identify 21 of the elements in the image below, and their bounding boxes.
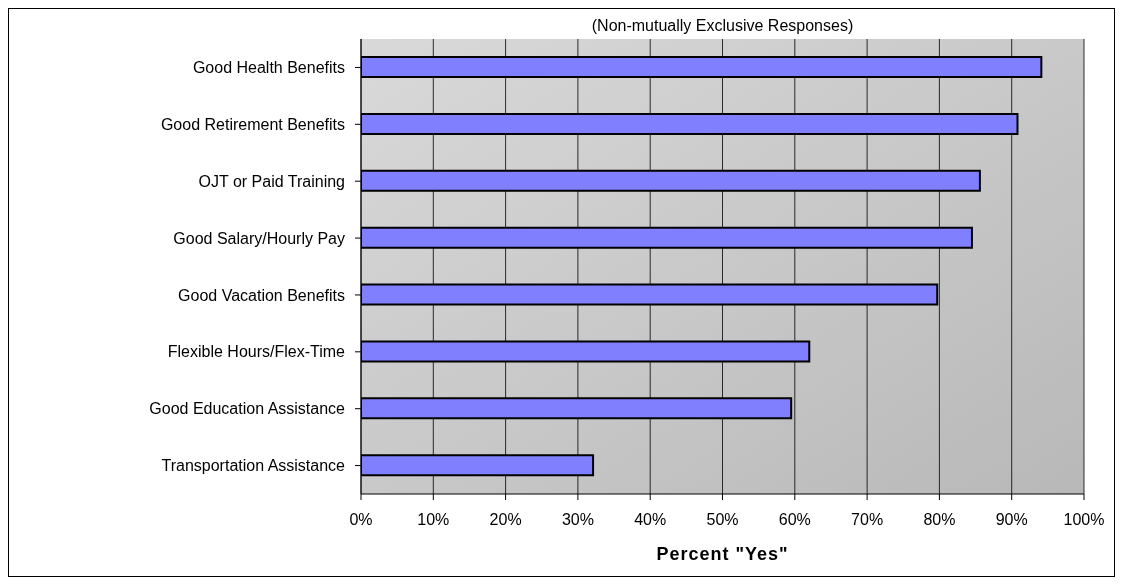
y-tick-label: Good Health Benefits <box>192 59 345 77</box>
y-tick-label: Transportation Assistance <box>161 457 346 475</box>
y-tick-label: Good Education Assistance <box>149 400 346 418</box>
x-tick-label: 100% <box>1063 511 1105 529</box>
y-tick-label: Flexible Hours/Flex-Time <box>167 343 346 361</box>
y-tick-label: Good Salary/Hourly Pay <box>173 229 345 247</box>
x-tick-label: 50% <box>706 511 739 529</box>
x-tick-label: 10% <box>417 511 450 529</box>
y-tick-label: OJT or Paid Training <box>198 172 345 190</box>
chart-title: (Non-mutually Exclusive Responses) <box>590 17 855 35</box>
x-tick-label: 70% <box>851 511 884 529</box>
x-tick-label: 60% <box>778 511 811 529</box>
x-tick-label: 30% <box>561 511 594 529</box>
x-tick-label: 0% <box>349 511 373 529</box>
y-tick-label: Good Vacation Benefits <box>178 286 345 304</box>
x-axis-title: Percent "Yes" <box>655 544 790 565</box>
y-tick-label: Good Retirement Benefits <box>160 115 345 133</box>
x-tick-label: 40% <box>634 511 667 529</box>
x-tick-label: 80% <box>923 511 956 529</box>
x-tick-label: 90% <box>995 511 1028 529</box>
x-tick-label: 20% <box>489 511 522 529</box>
